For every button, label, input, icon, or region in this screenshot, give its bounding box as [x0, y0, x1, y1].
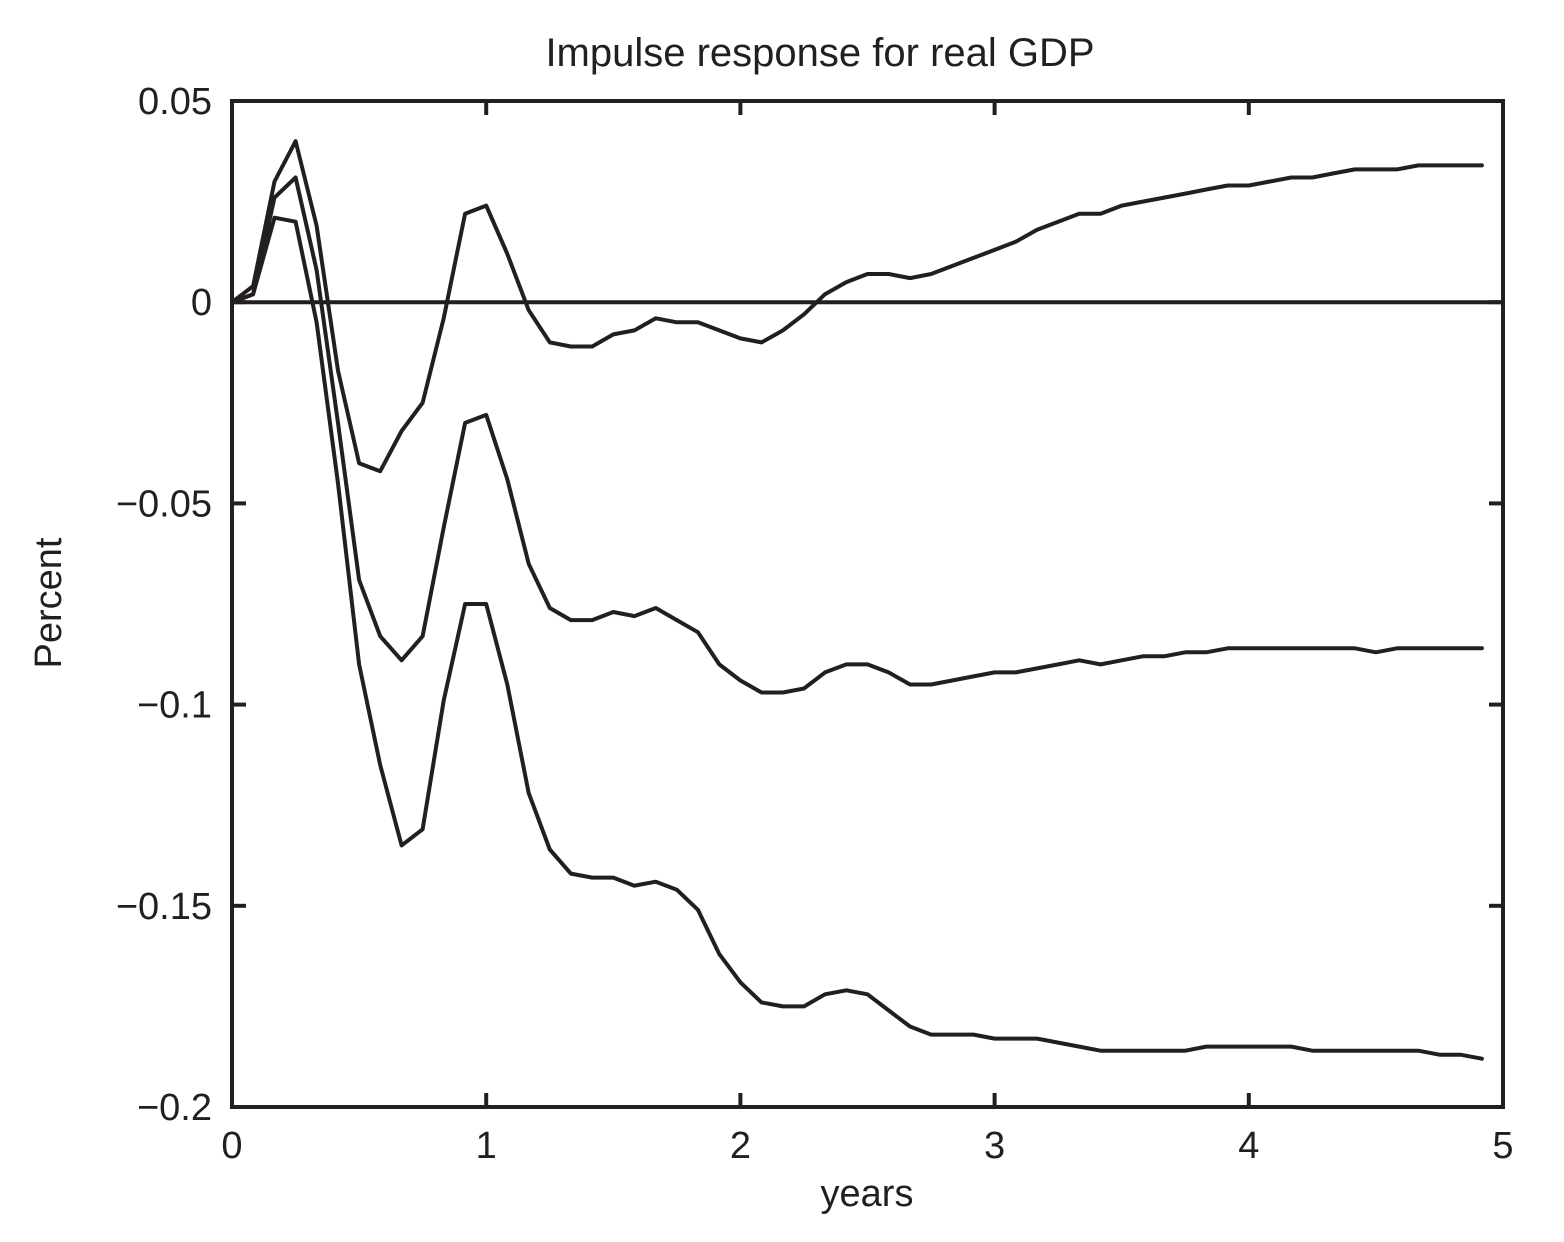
y-tick-label: −0.1 — [137, 685, 212, 727]
x-tick-label: 1 — [476, 1125, 497, 1167]
y-tick-label: −0.15 — [116, 886, 212, 928]
y-tick-label: −0.2 — [137, 1087, 212, 1129]
series-line-2 — [230, 175, 1484, 695]
x-axis-label: years — [821, 1173, 914, 1215]
plot-area — [230, 99, 1505, 1109]
x-tick-label: 5 — [1492, 1125, 1513, 1167]
x-tick-label: 3 — [984, 1125, 1005, 1167]
x-tick-label: 2 — [730, 1125, 751, 1167]
x-tick-label: 0 — [221, 1125, 242, 1167]
tick-marks — [230, 99, 1505, 1109]
x-axis-tick-labels: 0 1 2 3 4 5 — [221, 1125, 1513, 1167]
y-tick-label: −0.05 — [116, 483, 212, 525]
chart-title: Impulse response for real GDP — [545, 31, 1094, 75]
y-tick-label: 0 — [191, 282, 212, 324]
series-layer — [230, 139, 1484, 1061]
plot-frame — [230, 99, 1505, 1109]
series-line-3 — [230, 215, 1484, 1061]
y-tick-label: 0.05 — [138, 81, 212, 123]
y-axis-tick-labels: 0.05 0 −0.05 −0.1 −0.15 −0.2 — [116, 81, 212, 1129]
y-axis-label: Percent — [28, 537, 70, 668]
x-tick-label: 4 — [1238, 1125, 1259, 1167]
series-line-1 — [230, 139, 1484, 474]
